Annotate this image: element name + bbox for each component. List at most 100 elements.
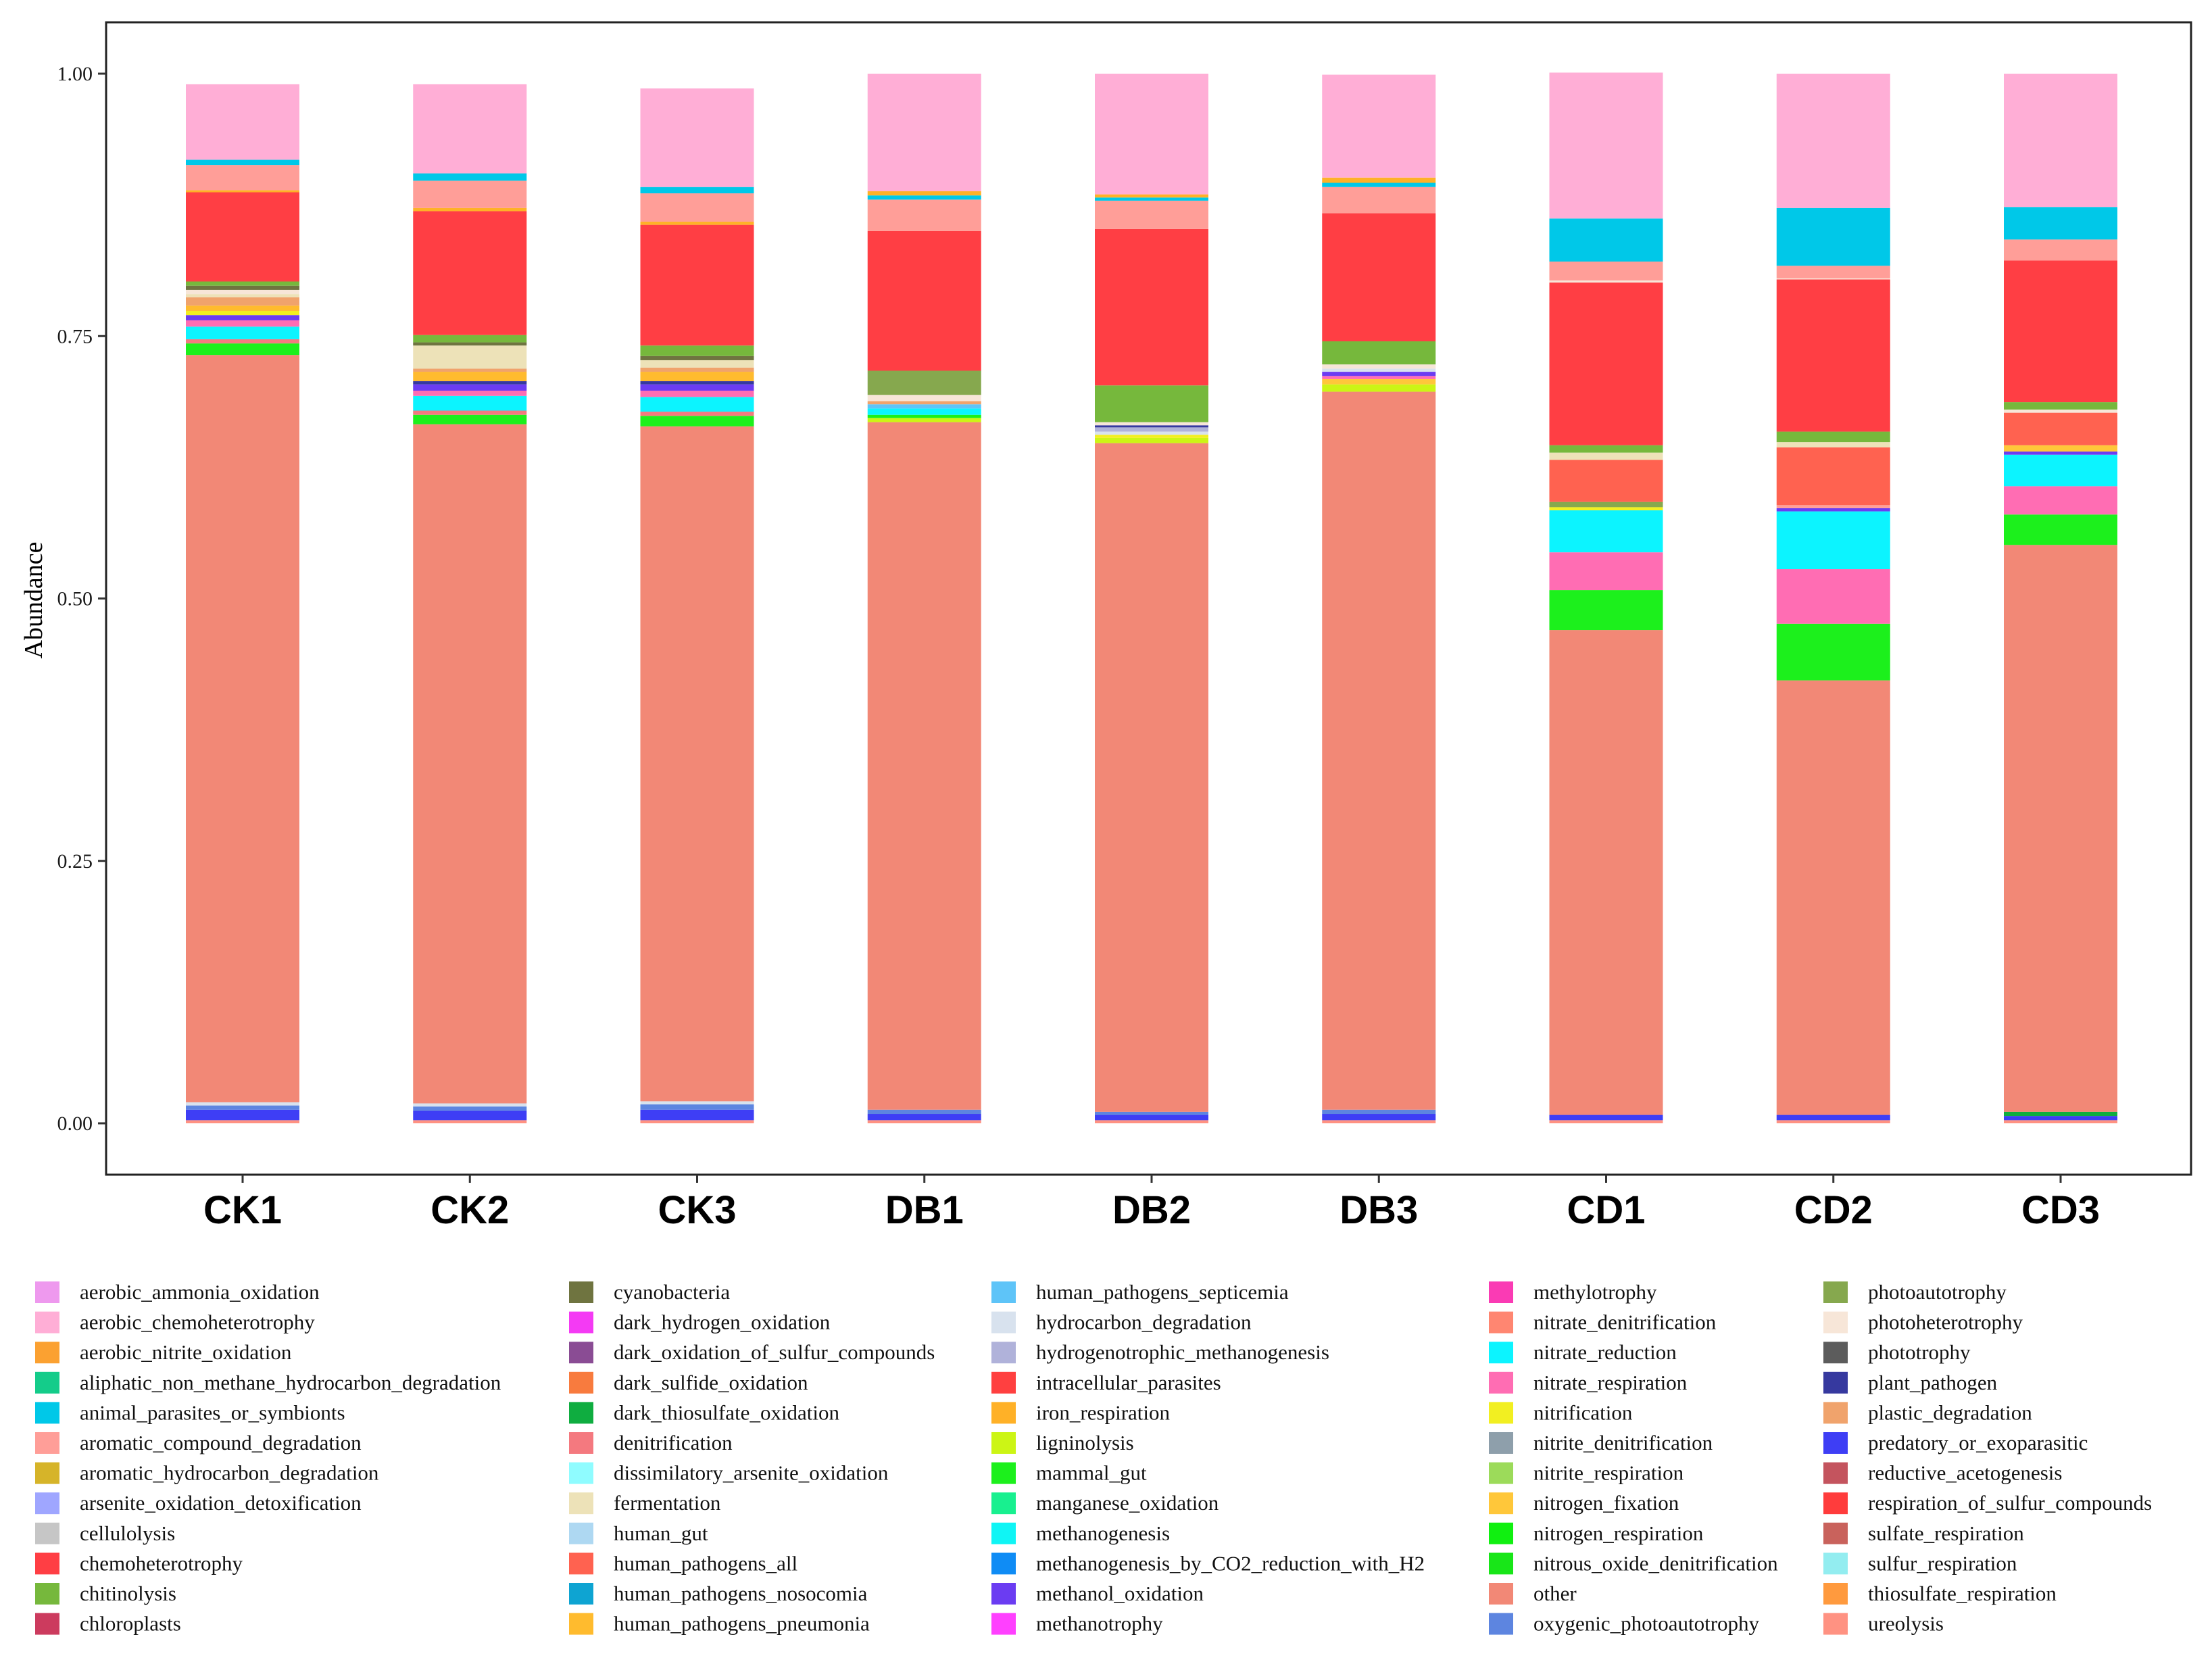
- legend-swatch: [1489, 1432, 1513, 1454]
- y-axis: 0.00 0.25 0.50 0.75 1.00: [57, 63, 106, 1135]
- legend-swatch: [1823, 1342, 1848, 1364]
- bar-segment-plant-pathogen: [640, 381, 754, 385]
- bar-segment-chitinolysis: [2004, 402, 2117, 410]
- bar-segment-mammal-gut: [867, 414, 981, 418]
- bar-segment-predatory-or-exoparasitic: [1095, 1115, 1208, 1121]
- x-axis: CK1 CK2 CK3 DB1 DB2 DB3 CD1 CD2 CD3: [203, 1175, 2100, 1232]
- bar-stack-db3: [1322, 74, 1436, 1123]
- legend-swatch: [35, 1462, 59, 1484]
- bar-segment-fermentation: [186, 294, 299, 297]
- bar-segment-aerobic-chemoheterotrophy: [1549, 72, 1663, 219]
- bar-segment-aerobic-chemoheterotrophy: [413, 84, 527, 174]
- legend-swatch: [569, 1402, 593, 1424]
- legend-swatch: [1489, 1371, 1513, 1394]
- legend-item-animal-parasites-or-symbionts: animal_parasites_or_symbionts: [35, 1400, 345, 1424]
- legend-item-photoheterotrophy: photoheterotrophy: [1823, 1311, 2023, 1334]
- bar-stack-ck1: [186, 84, 299, 1123]
- legend-item-oxygenic-photoautotrophy: oxygenic_photoautotrophy: [1489, 1612, 1760, 1636]
- bar-segment-animal-parasites-or-symbionts: [413, 173, 527, 181]
- bar-segment-oxygenic-photoautotrophy: [413, 1106, 527, 1111]
- bar-segment-ureolysis: [640, 1120, 754, 1123]
- bar-segment-hydrocarbon-degradation: [413, 1103, 527, 1107]
- bar-segment-aerobic-chemoheterotrophy: [2004, 74, 2117, 207]
- bar-segment-chemoheterotrophy: [1776, 279, 1890, 432]
- bar-stack-ck3: [640, 88, 754, 1123]
- legend-item-aromatic-compound-degradation: aromatic_compound_degradation: [35, 1431, 362, 1454]
- legend-swatch: [1489, 1522, 1513, 1544]
- legend-swatch: [569, 1613, 593, 1635]
- legend-item-human-pathogens-septicemia: human_pathogens_septicemia: [991, 1280, 1289, 1304]
- bar-segment-predatory-or-exoparasitic: [1549, 1115, 1663, 1121]
- bar-segment-chemoheterotrophy: [1322, 213, 1436, 342]
- legend-swatch: [35, 1583, 59, 1605]
- bar-segment-aromatic-compound-degradation: [1776, 505, 1890, 508]
- legend-label: oxygenic_photoautotrophy: [1533, 1612, 1760, 1636]
- bar-segment-animal-parasites-or-symbionts: [640, 187, 754, 194]
- bar-segment-oxygenic-photoautotrophy: [867, 1109, 981, 1115]
- legend-swatch: [1489, 1462, 1513, 1484]
- legend-swatch: [1823, 1402, 1848, 1424]
- legend-item-photoautotrophy: photoautotrophy: [1823, 1280, 2007, 1304]
- bar-segment-nitrate-reduction: [2004, 454, 2117, 487]
- legend-label: plastic_degradation: [1868, 1400, 2032, 1424]
- legend-label: hydrocarbon_degradation: [1036, 1311, 1252, 1334]
- bar-segment-fermentation: [640, 360, 754, 368]
- bar-segment-photoheterotrophy: [867, 395, 981, 401]
- legend-item-dark-thiosulfate-oxidation: dark_thiosulfate_oxidation: [569, 1400, 840, 1424]
- legend-label: denitrification: [614, 1431, 733, 1454]
- bar-segment-nitrate-reduction: [1549, 510, 1663, 553]
- legend-item-nitrite-respiration: nitrite_respiration: [1489, 1461, 1684, 1485]
- legend-swatch: [1489, 1402, 1513, 1424]
- x-tick-label: CD1: [1567, 1188, 1645, 1232]
- bar-segment-aerobic-chemoheterotrophy: [640, 88, 754, 187]
- legend-item-nitrate-denitrification: nitrate_denitrification: [1489, 1311, 1717, 1334]
- legend-swatch: [569, 1281, 593, 1303]
- legend-swatch: [35, 1552, 59, 1575]
- legend-item-dissimilatory-arsenite-oxidation: dissimilatory_arsenite_oxidation: [569, 1461, 889, 1485]
- legend-swatch: [569, 1552, 593, 1575]
- x-tick-label: CD3: [2021, 1188, 2100, 1232]
- legend-item-hydrogenotrophic-methanogenesis: hydrogenotrophic_methanogenesis: [991, 1340, 1329, 1364]
- bar-segment-animal-parasites-or-symbionts: [2004, 207, 2117, 240]
- bar-segment-oxygenic-photoautotrophy: [186, 1105, 299, 1110]
- legend-item-nitrate-respiration: nitrate_respiration: [1489, 1371, 1688, 1394]
- legend-item-human-gut: human_gut: [569, 1521, 708, 1545]
- legend-label: methylotrophy: [1533, 1280, 1657, 1304]
- bar-segment-hydrogenotrophic-methanogenesis: [1095, 427, 1208, 432]
- bar-segment-aerobic-chemoheterotrophy: [1776, 74, 1890, 208]
- x-tick-label: CD2: [1794, 1188, 1873, 1232]
- bar-segment-iron-respiration: [186, 190, 299, 193]
- bar-segment-other: [640, 426, 754, 1102]
- legend-label: mammal_gut: [1036, 1461, 1147, 1485]
- legend-item-human-pathogens-pneumonia: human_pathogens_pneumonia: [569, 1612, 870, 1636]
- bar-segment-plastic-degradation: [413, 368, 527, 372]
- legend-label: ligninolysis: [1036, 1431, 1134, 1454]
- legend-label: nitrite_denitrification: [1533, 1431, 1713, 1454]
- legend-swatch: [35, 1281, 59, 1303]
- legend-swatch: [991, 1462, 1016, 1484]
- legend-swatch: [569, 1583, 593, 1605]
- legend-swatch: [35, 1492, 59, 1515]
- legend-swatch: [35, 1522, 59, 1544]
- legend-swatch: [35, 1613, 59, 1635]
- bar-segment-nitrate-reduction: [186, 326, 299, 339]
- legend-item-methanogenesis: methanogenesis: [991, 1521, 1170, 1545]
- legend-swatch: [35, 1311, 59, 1333]
- bar-segment-human-pathogens-pneumonia: [186, 305, 299, 311]
- legend: aerobic_ammonia_oxidation aerobic_chemohe…: [35, 1280, 2152, 1636]
- bar-segment-photoheterotrophy: [2004, 409, 2117, 413]
- legend-label: nitrogen_respiration: [1533, 1521, 1704, 1545]
- legend-swatch: [991, 1402, 1016, 1424]
- legend-label: methanol_oxidation: [1036, 1582, 1204, 1605]
- bar-segment-denitrification: [186, 339, 299, 344]
- bar-segment-aromatic-compound-degradation: [2004, 239, 2117, 261]
- legend-label: chitinolysis: [80, 1582, 176, 1605]
- bar-segment-aromatic-compound-degradation: [1549, 261, 1663, 280]
- legend-swatch: [569, 1311, 593, 1333]
- legend-swatch: [1489, 1552, 1513, 1575]
- bar-segment-human-pathogens-all: [1549, 460, 1663, 502]
- legend-swatch: [1489, 1583, 1513, 1605]
- legend-item-mammal-gut: mammal_gut: [991, 1461, 1147, 1485]
- y-tick-label: 0.75: [57, 325, 93, 347]
- legend-swatch: [991, 1342, 1016, 1364]
